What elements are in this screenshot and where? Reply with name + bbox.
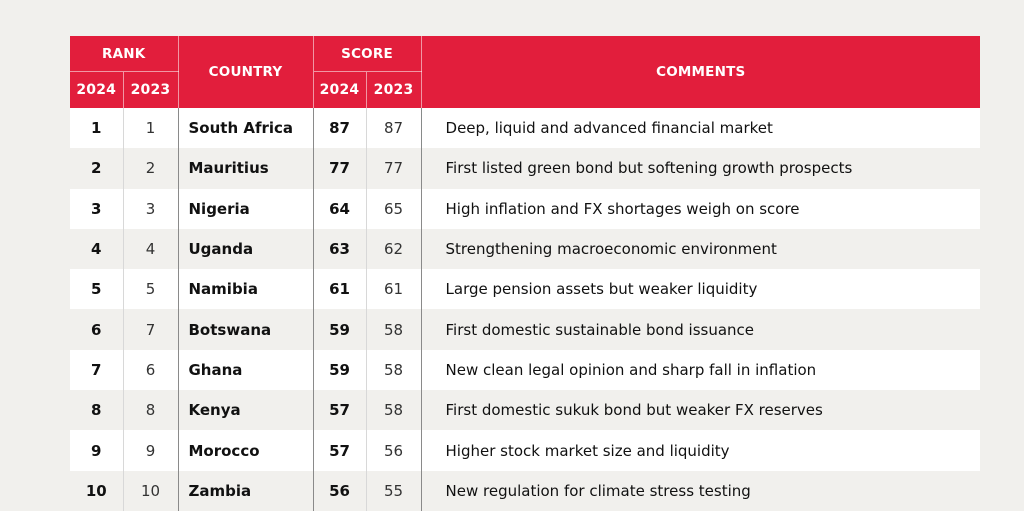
comment-cell: Deep, liquid and advanced financial mark… [420, 108, 981, 149]
score-2024-cell: 64 [312, 188, 366, 229]
table-row: 8 8 Kenya 57 58 First domestic sukuk bond but… [70, 390, 981, 431]
header-rank-2023: 2023 [122, 71, 178, 108]
country-cell: Botswana [177, 309, 313, 350]
comment-cell: First listed green bond but softening gr… [420, 148, 981, 189]
score-2023-cell: 55 [365, 470, 422, 511]
ranking-table-container: RANK COUNTRY SCORE COMMENTS 2024 2023 20… [70, 36, 981, 511]
country-cell: Mauritius [177, 148, 313, 189]
score-2024-cell: 57 [312, 390, 366, 431]
header-comments: COMMENTS [420, 36, 981, 108]
rank-2023-cell: 4 [122, 228, 178, 270]
ranking-table: RANK COUNTRY SCORE COMMENTS 2024 2023 20… [70, 36, 981, 511]
country-cell: Namibia [177, 269, 313, 310]
header-rank: RANK [70, 36, 178, 72]
country-cell: South Africa [177, 108, 313, 149]
rank-2024-cell: 4 [70, 228, 123, 270]
score-2024-cell: 56 [312, 470, 366, 511]
country-cell: Uganda [177, 228, 313, 270]
header-rank-2024: 2024 [70, 71, 123, 108]
rank-2023-cell: 8 [122, 390, 178, 431]
table-row: 7 6 Ghana 59 58 New clean legal opinion and s… [70, 349, 981, 391]
table-row: 5 5 Namibia 61 61 Large pension assets but we… [70, 269, 981, 310]
header-country: COUNTRY [177, 36, 313, 108]
rank-2023-cell: 6 [122, 349, 178, 391]
table-row: 3 3 Nigeria 64 65 High inflation and FX short… [70, 188, 981, 229]
header-score-2024: 2024 [312, 71, 366, 108]
rank-2023-cell: 3 [122, 188, 178, 229]
rank-2023-cell: 1 [122, 108, 178, 149]
rank-2024-cell: 2 [70, 148, 123, 189]
header-score: SCORE [312, 36, 422, 72]
table-row: 2 2 Mauritius 77 77 First listed green bond b… [70, 148, 981, 189]
rank-2023-cell: 7 [122, 309, 178, 350]
score-2023-cell: 61 [365, 269, 422, 310]
comment-cell: First domestic sukuk bond but weaker FX … [420, 390, 981, 431]
score-2023-cell: 58 [365, 390, 422, 431]
comment-cell: New clean legal opinion and sharp fall i… [420, 349, 981, 391]
rank-2024-cell: 8 [70, 390, 123, 431]
score-2023-cell: 58 [365, 349, 422, 391]
header-score-2023: 2023 [365, 71, 422, 108]
country-cell: Kenya [177, 390, 313, 431]
table-row: 1 1 South Africa 87 87 Deep, liquid and advan… [70, 108, 981, 149]
comment-cell: New regulation for climate stress testin… [420, 470, 981, 511]
score-2024-cell: 59 [312, 309, 366, 350]
score-2024-cell: 63 [312, 228, 366, 270]
rank-2024-cell: 9 [70, 430, 123, 471]
rank-2024-cell: 10 [70, 470, 123, 511]
rank-2024-cell: 7 [70, 349, 123, 391]
score-2024-cell: 57 [312, 430, 366, 471]
comment-cell: Large pension assets but weaker liquidit… [420, 269, 981, 310]
table-row: 6 7 Botswana 59 58 First domestic sustainable… [70, 309, 981, 350]
score-2023-cell: 56 [365, 430, 422, 471]
comment-cell: Higher stock market size and liquidity [420, 430, 981, 471]
country-cell: Ghana [177, 349, 313, 391]
score-2024-cell: 77 [312, 148, 366, 189]
rank-2024-cell: 1 [70, 108, 123, 149]
score-2023-cell: 62 [365, 228, 422, 270]
rank-2024-cell: 5 [70, 269, 123, 310]
score-2023-cell: 65 [365, 188, 422, 229]
score-2024-cell: 61 [312, 269, 366, 310]
rank-2023-cell: 2 [122, 148, 178, 189]
country-cell: Nigeria [177, 188, 313, 229]
score-2024-cell: 87 [312, 108, 366, 149]
rank-2023-cell: 9 [122, 430, 178, 471]
score-2023-cell: 87 [365, 108, 422, 149]
table-row: 9 9 Morocco 57 56 Higher stock market size an… [70, 430, 981, 471]
rank-2023-cell: 10 [122, 470, 178, 511]
country-cell: Zambia [177, 470, 313, 511]
score-2023-cell: 77 [365, 148, 422, 189]
rank-2024-cell: 6 [70, 309, 123, 350]
rank-2023-cell: 5 [122, 269, 178, 310]
score-2024-cell: 59 [312, 349, 366, 391]
score-2023-cell: 58 [365, 309, 422, 350]
table-row: 10 10 Zambia 56 55 New regulation for climate… [70, 470, 981, 511]
comment-cell: High inflation and FX shortages weigh on… [420, 188, 981, 229]
comment-cell: Strengthening macroeconomic environment [420, 228, 981, 270]
table-body: 1 1 South Africa 87 87 Deep, liquid and advan… [70, 108, 981, 511]
table-row: 4 4 Uganda 63 62 Strengthening macroeconomic … [70, 228, 981, 270]
comment-cell: First domestic sustainable bond issuance [420, 309, 981, 350]
table-header: RANK COUNTRY SCORE COMMENTS 2024 2023 20… [70, 36, 981, 108]
country-cell: Morocco [177, 430, 313, 471]
rank-2024-cell: 3 [70, 188, 123, 229]
